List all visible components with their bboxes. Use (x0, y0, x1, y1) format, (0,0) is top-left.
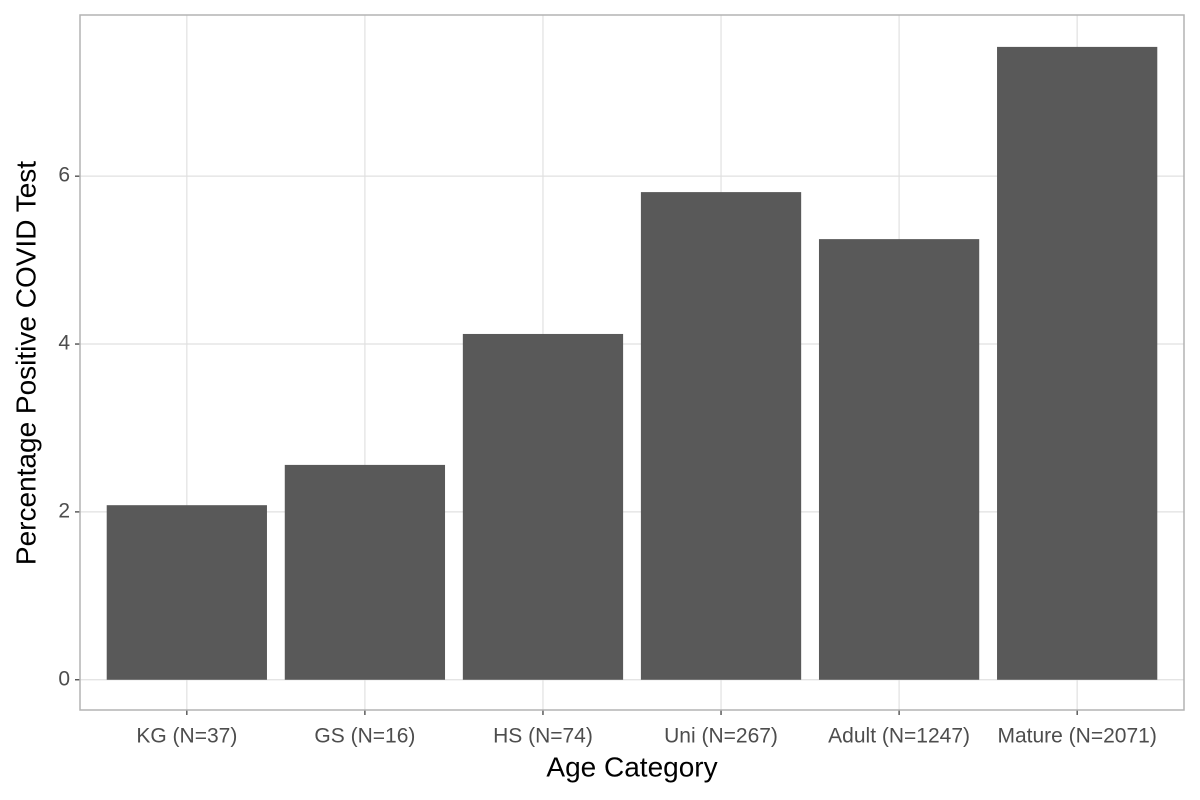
bar (284, 464, 446, 680)
y-tick-label: 2 (58, 499, 70, 522)
x-tick-label: HS (N=74) (493, 725, 593, 748)
x-tick-label: Adult (N=1247) (828, 725, 970, 748)
panel-border (79, 14, 1185, 711)
x-tick-label: GS (N=16) (314, 725, 415, 748)
bar (462, 333, 624, 680)
bar (818, 239, 980, 680)
x-tick-label: Uni (N=267) (664, 725, 778, 748)
bar (106, 505, 267, 680)
y-axis-title: Percentage Positive COVID Test (10, 161, 41, 565)
x-axis-title: Age Category (546, 751, 717, 782)
x-tick-label: Mature (N=2071) (997, 725, 1156, 748)
y-tick-label: 0 (58, 667, 70, 690)
bar (997, 46, 1158, 680)
x-tick-label: KG (N=37) (136, 725, 237, 748)
bar (640, 192, 802, 680)
y-tick-label: 4 (58, 332, 70, 355)
y-tick-label: 6 (58, 164, 70, 187)
